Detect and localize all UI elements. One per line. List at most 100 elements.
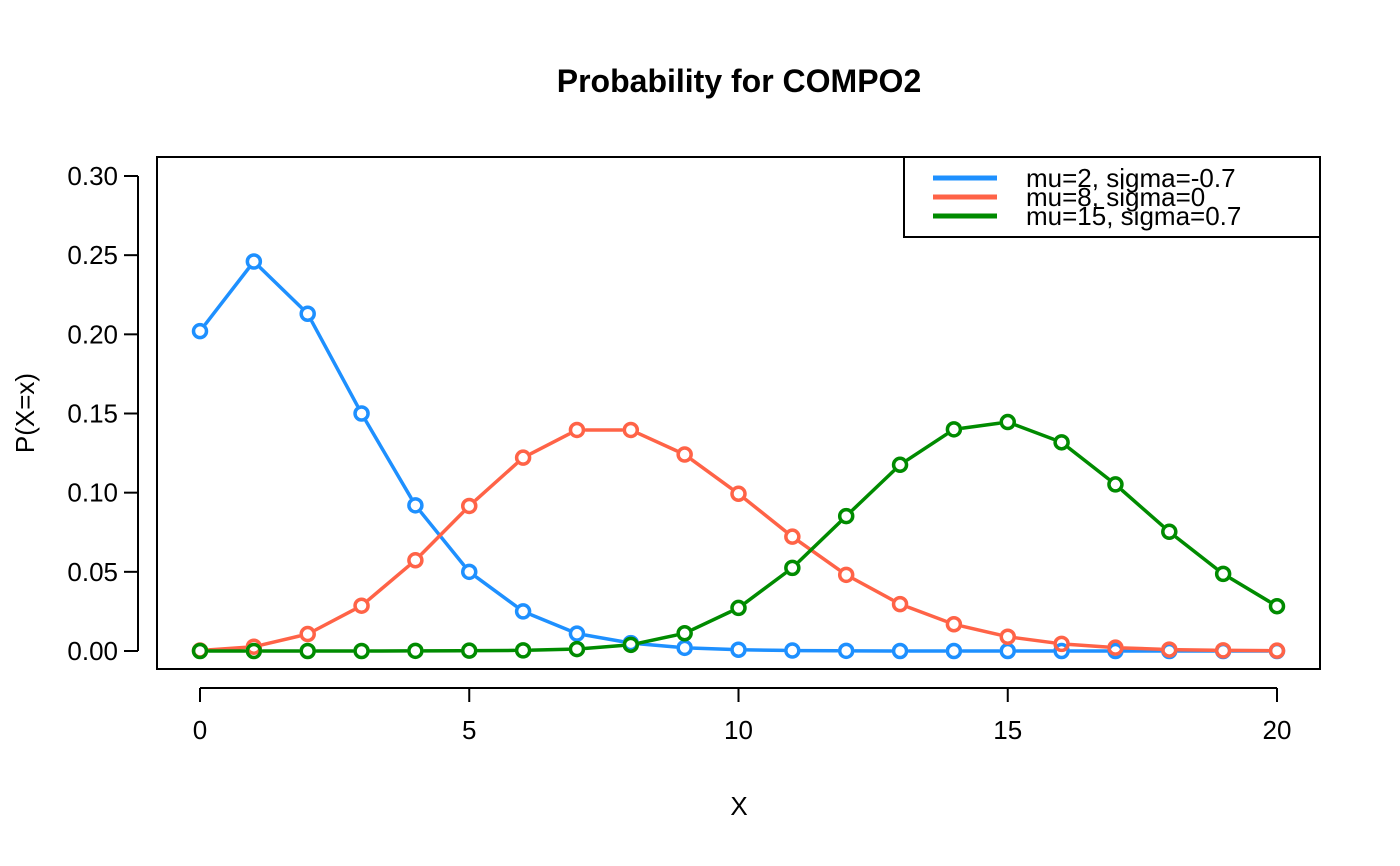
series-2-segment: [960, 624, 1001, 637]
series-1-point: [191, 322, 209, 340]
series-2-segment: [1068, 642, 1109, 649]
series-3-point: [676, 625, 693, 642]
series-3-segment: [530, 647, 570, 652]
series-2-segment: [690, 458, 733, 491]
series-3-point: [784, 559, 801, 577]
series-2-segment: [1014, 636, 1055, 645]
series-3-segment: [584, 643, 624, 651]
y-tick-label: 0.10: [67, 478, 118, 508]
series-2-point: [353, 597, 370, 614]
series-2-point: [1107, 639, 1124, 656]
x-tick-label: 10: [724, 715, 753, 745]
series-2-segment: [797, 540, 841, 572]
series-3-point: [514, 642, 532, 659]
series-2-point: [461, 497, 478, 515]
series-1-point: [245, 253, 263, 270]
series-1-point: [461, 563, 478, 581]
y-tick-label: 0.15: [67, 399, 118, 429]
series-1-point: [568, 625, 586, 642]
series-3-point: [1161, 523, 1178, 541]
series-3-point: [568, 640, 586, 658]
y-axis: 0.00 0.05 0.10 0.15 0.20 0.25 0.30: [67, 161, 139, 666]
series-2-point: [514, 449, 532, 466]
plot-frame: [156, 156, 1321, 670]
y-tick-label: 0.20: [67, 319, 118, 349]
series-2-point: [299, 625, 316, 643]
series-3-segment: [691, 610, 733, 632]
series-2-point: [945, 615, 963, 633]
series-3-point: [1053, 434, 1070, 451]
series-3-point: [1214, 565, 1232, 583]
series-3-segment: [1014, 423, 1055, 441]
series-3-segment: [1229, 576, 1272, 604]
series-1-point: [999, 642, 1016, 660]
series-3-point: [1268, 597, 1286, 615]
series-2-point: [407, 552, 424, 569]
series-3-point: [1107, 476, 1124, 493]
series-2-segment: [529, 432, 571, 456]
series-1-segment: [474, 575, 518, 608]
series-1-point: [299, 305, 316, 322]
series-1-segment: [584, 633, 624, 644]
series-2-segment: [852, 577, 894, 602]
series-1: [191, 253, 1286, 660]
x-tick-label: 15: [993, 715, 1022, 745]
series-2-segment: [313, 608, 356, 632]
y-tick-label: 0.00: [67, 636, 118, 666]
series-2: [191, 421, 1286, 659]
series-2-point: [891, 595, 909, 613]
series-2-segment: [743, 497, 788, 533]
series-3-segment: [743, 571, 787, 605]
series-1-point: [676, 639, 693, 657]
series-2-point: [730, 485, 747, 503]
series-layer: [191, 253, 1286, 660]
series-2-point: [676, 446, 693, 463]
series-1-point: [837, 642, 855, 660]
series-2-segment: [366, 564, 411, 602]
series-3-point: [245, 642, 263, 660]
series-3-point: [622, 636, 640, 654]
series-2-segment: [474, 461, 519, 502]
y-tick-label: 0.05: [67, 557, 118, 587]
series-3-segment: [637, 633, 678, 645]
series-3-point: [730, 599, 747, 617]
series-2-point: [622, 421, 640, 439]
series-3-point: [353, 642, 370, 660]
series-3-segment: [1066, 446, 1111, 481]
series-3-point: [461, 642, 478, 659]
series-1-segment: [745, 648, 786, 653]
series-1-segment: [364, 419, 413, 500]
legend: mu=2, sigma=-0.7mu=8, sigma=0mu=15, sigm…: [903, 156, 1321, 238]
series-1-segment: [258, 266, 303, 310]
x-axis: 0 5 10 15 20: [193, 687, 1292, 745]
series-3-point: [999, 413, 1016, 431]
x-tick-label: 20: [1263, 715, 1292, 745]
series-1-point: [514, 603, 532, 620]
legend-label: mu=15, sigma=0.7: [1026, 201, 1241, 231]
series-2-segment: [1122, 646, 1163, 652]
series-2-point: [1214, 642, 1232, 659]
series-3-point: [945, 421, 963, 438]
legend-label: mu=2, sigma=-0.7: [1026, 163, 1236, 193]
series-2-point: [784, 528, 801, 545]
legend-label: mu=8, sigma=0: [1026, 182, 1205, 212]
series-3-point: [299, 642, 316, 660]
series-3-segment: [1174, 535, 1218, 571]
series-3-segment: [797, 520, 842, 564]
series-3-point: [407, 642, 424, 660]
chart-title: Probability for COMPO2: [557, 63, 921, 99]
series-2-segment: [419, 510, 465, 556]
series-1-point: [407, 497, 424, 514]
series-3-point: [891, 456, 909, 474]
series-1-point: [784, 642, 801, 659]
x-tick-label: 0: [193, 715, 207, 745]
series-3-segment: [961, 421, 1001, 430]
series-1-segment: [691, 646, 732, 652]
series-1-point: [353, 405, 370, 422]
series-3-point: [191, 642, 209, 660]
series-1-point: [945, 642, 963, 660]
series-2-point: [837, 566, 855, 584]
series-3-segment: [1120, 488, 1165, 528]
series-2-point: [999, 628, 1016, 645]
